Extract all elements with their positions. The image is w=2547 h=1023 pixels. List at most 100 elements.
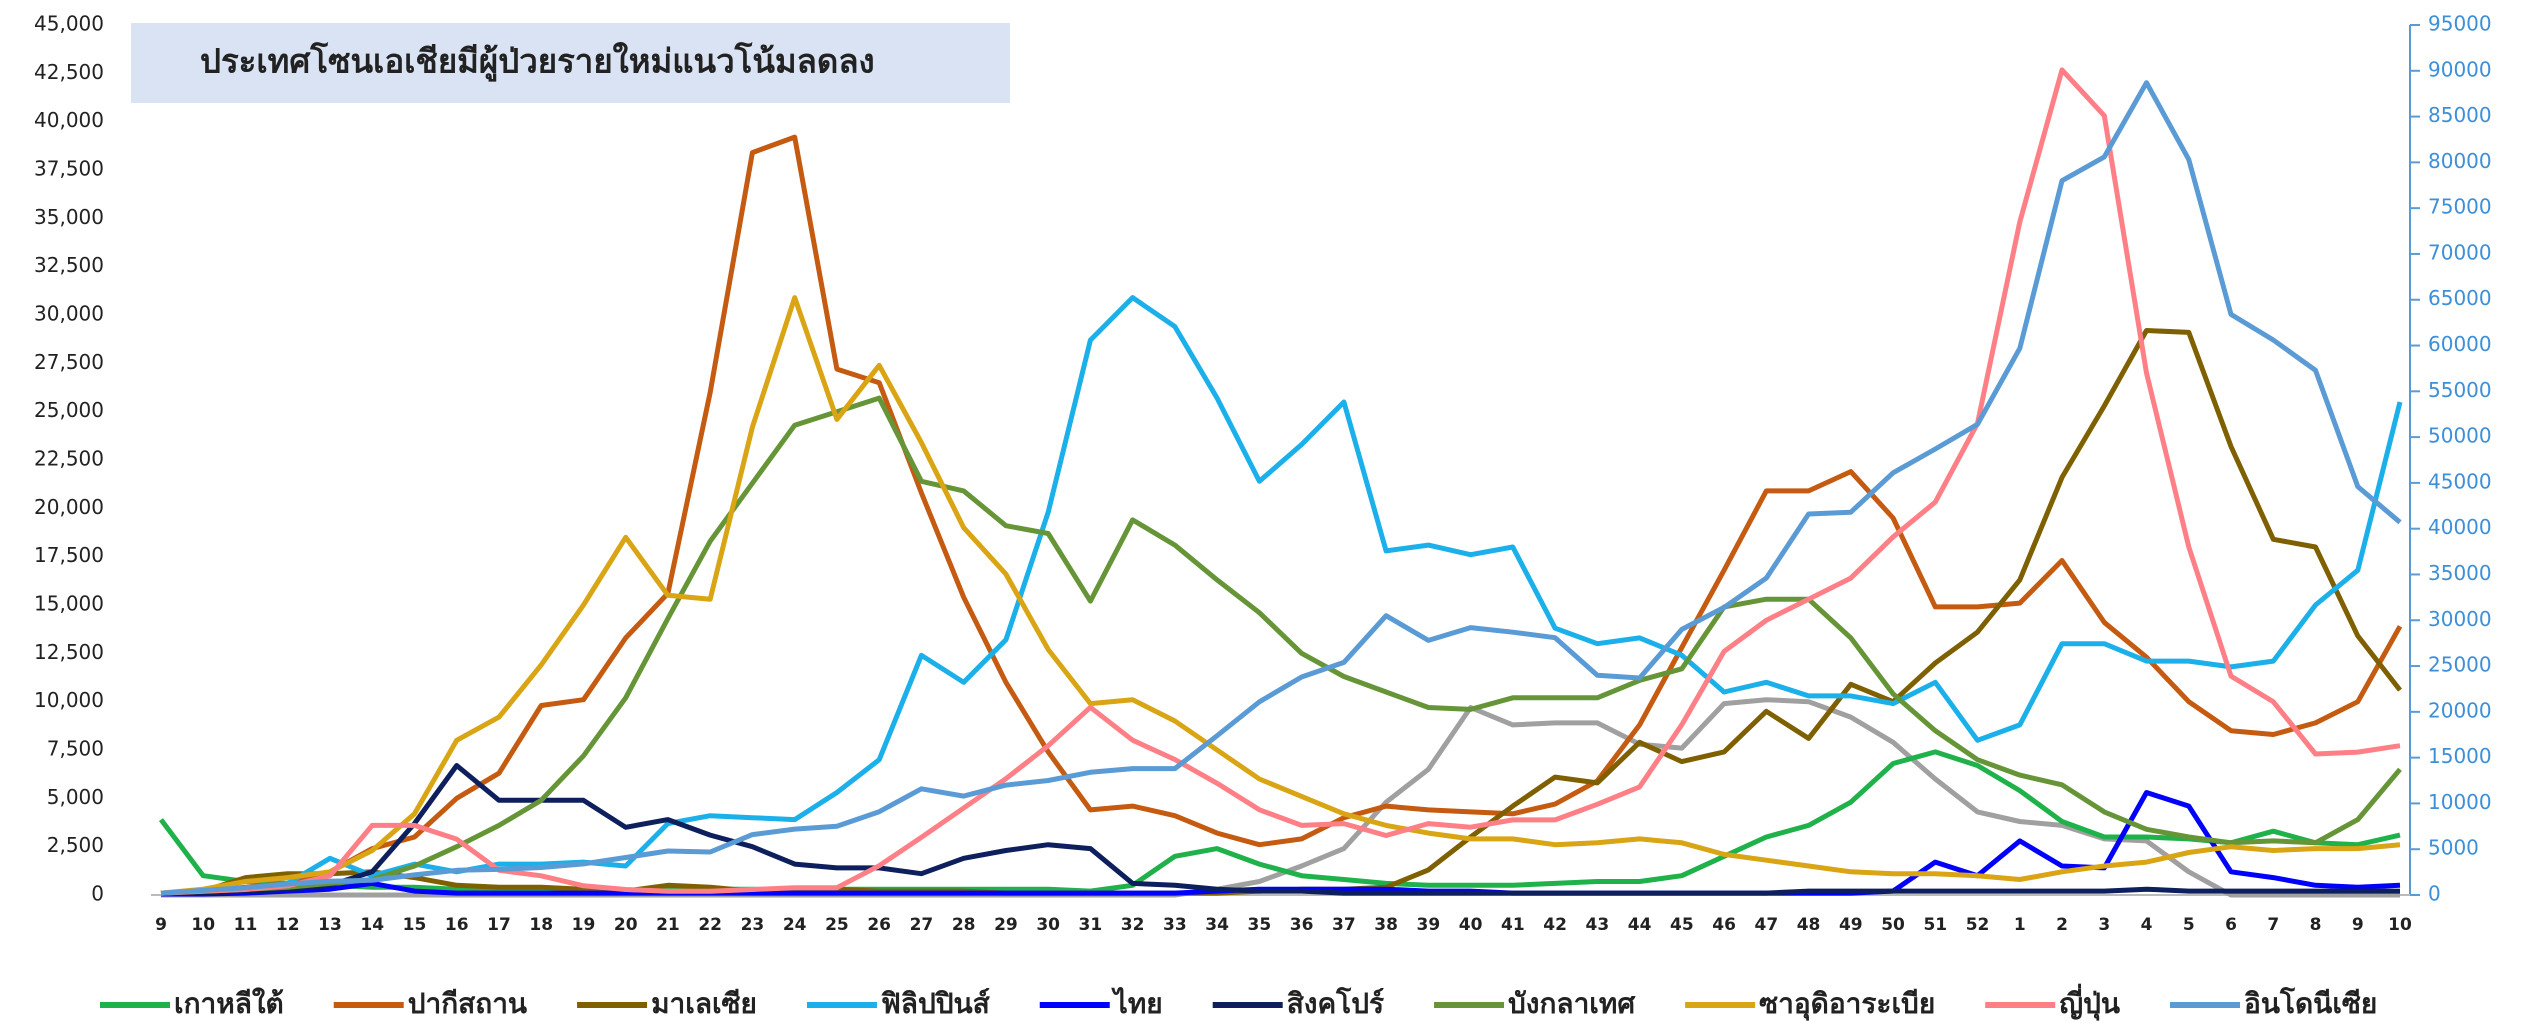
legend-label: ซาอุดิอาระเบีย <box>1759 987 1935 1021</box>
y2-tick-label: 90000 <box>2428 57 2492 81</box>
x-tick-label: 40 <box>1459 915 1483 935</box>
y-tick-label: 10,000 <box>34 688 104 712</box>
y-tick-label: 22,500 <box>34 447 104 471</box>
x-tick-label: 46 <box>1712 915 1736 935</box>
series-line <box>160 295 2403 896</box>
x-tick-label: 21 <box>656 915 680 935</box>
x-tick-label: 2 <box>2056 915 2068 935</box>
x-tick-label: 14 <box>360 915 384 935</box>
x-tick-label: 4 <box>2141 915 2153 935</box>
x-tick-label: 18 <box>529 915 553 935</box>
y-tick-label: 7,500 <box>47 737 104 761</box>
title-box <box>131 23 1010 103</box>
x-tick-label: 49 <box>1839 915 1863 935</box>
series-line <box>160 67 2401 896</box>
x-tick-label: 10 <box>191 915 215 935</box>
x-tick-label: 31 <box>1079 915 1103 935</box>
y2-tick-label: 15000 <box>2428 744 2492 768</box>
x-tick-label: 48 <box>1797 915 1821 935</box>
y2-tick-label: 20000 <box>2428 698 2492 722</box>
y-tick-label: 0 <box>91 882 104 906</box>
x-tick-label: 41 <box>1501 915 1525 935</box>
x-tick-label: 13 <box>318 915 342 935</box>
y2-tick-label: 0 <box>2428 882 2441 906</box>
x-tick-label: 3 <box>2098 915 2110 935</box>
x-tick-label: 15 <box>403 915 427 935</box>
y-tick-label: 35,000 <box>34 205 104 229</box>
y-tick-label: 45,000 <box>34 12 104 36</box>
legend-label: สิงคโปร์ <box>1287 986 1384 1020</box>
x-tick-label: 28 <box>952 915 976 935</box>
series-line <box>160 80 2402 896</box>
x-tick-label: 9 <box>2352 915 2364 935</box>
x-tick-label: 8 <box>2310 915 2322 935</box>
y-tick-label: 37,500 <box>34 157 104 181</box>
y-tick-label: 42,500 <box>34 60 104 84</box>
x-tick-label: 29 <box>994 915 1018 935</box>
y2-tick-label: 50000 <box>2428 424 2492 448</box>
x-tick-label: 1 <box>2014 915 2026 935</box>
x-tick-label: 38 <box>1374 915 1398 935</box>
y2-tick-label: 5000 <box>2428 836 2479 860</box>
x-tick-label: 45 <box>1670 915 1694 935</box>
y-tick-label: 40,000 <box>34 108 104 132</box>
y2-tick-label: 75000 <box>2428 195 2492 219</box>
legend-label: มาเลเซีย <box>651 987 757 1020</box>
y2-tick-label: 10000 <box>2428 790 2492 814</box>
legend-label: ปากีสถาน <box>408 987 527 1020</box>
x-tick-label: 11 <box>234 915 258 935</box>
x-tick-label: 6 <box>2225 915 2237 935</box>
x-tick-label: 30 <box>1036 915 1060 935</box>
y2-tick-label: 70000 <box>2428 240 2492 264</box>
x-tick-label: 26 <box>867 915 891 935</box>
y2-tick-label: 45000 <box>2428 469 2492 493</box>
y2-tick-label: 65000 <box>2428 286 2492 310</box>
x-tick-label: 47 <box>1754 915 1778 935</box>
y-tick-label: 15,000 <box>34 592 104 616</box>
x-tick-label: 22 <box>698 915 722 935</box>
x-tick-label: 52 <box>1966 915 1990 935</box>
x-tick-label: 36 <box>1290 915 1314 935</box>
y2-tick-label: 85000 <box>2428 103 2492 127</box>
legend-label: ฟิลิปปินส์ <box>881 987 991 1020</box>
legend-label: บังกลาเทศ <box>1508 987 1636 1020</box>
y2-tick-label: 95000 <box>2428 12 2492 36</box>
y-tick-label: 20,000 <box>34 495 104 519</box>
x-tick-label: 32 <box>1121 915 1145 935</box>
x-tick-label: 37 <box>1332 915 1356 935</box>
legend-label: ไทย <box>1111 987 1163 1020</box>
y2-tick-label: 40000 <box>2428 515 2492 539</box>
x-tick-label: 43 <box>1586 915 1610 935</box>
x-tick-label: 51 <box>1923 915 1947 935</box>
x-tick-label: 16 <box>445 915 469 935</box>
x-tick-label: 34 <box>1205 915 1229 935</box>
x-tick-label: 23 <box>741 915 765 935</box>
x-tick-label: 33 <box>1163 915 1187 935</box>
x-tick-label: 20 <box>614 915 638 935</box>
y-tick-label: 25,000 <box>34 398 104 422</box>
y-tick-label: 32,500 <box>34 253 104 277</box>
y-tick-label: 5,000 <box>47 785 104 809</box>
x-tick-label: 10 <box>2388 915 2412 935</box>
x-tick-label: 5 <box>2183 915 2195 935</box>
series-line <box>161 763 2400 896</box>
series-line <box>160 328 2402 896</box>
x-tick-label: 25 <box>825 915 849 935</box>
y-tick-label: 17,500 <box>34 543 104 567</box>
x-tick-label: 42 <box>1543 915 1567 935</box>
x-tick-label: 50 <box>1881 915 1905 935</box>
chart-title: ประเทศโซนเอเชียมีผู้ป่วยรายใหม่แนวโน้มลด… <box>200 42 875 83</box>
x-tick-label: 19 <box>572 915 596 935</box>
x-tick-label: 39 <box>1417 915 1441 935</box>
y-tick-label: 30,000 <box>34 302 104 326</box>
y-tick-label: 2,500 <box>47 833 104 857</box>
y2-tick-label: 55000 <box>2428 378 2492 402</box>
y2-tick-label: 35000 <box>2428 561 2492 585</box>
legend-label: เกาหลีใต้ <box>174 987 284 1020</box>
y2-tick-label: 60000 <box>2428 332 2492 356</box>
x-tick-label: 27 <box>910 915 934 935</box>
y2-tick-label: 80000 <box>2428 149 2492 173</box>
x-tick-label: 24 <box>783 915 807 935</box>
series-line <box>160 134 2403 896</box>
